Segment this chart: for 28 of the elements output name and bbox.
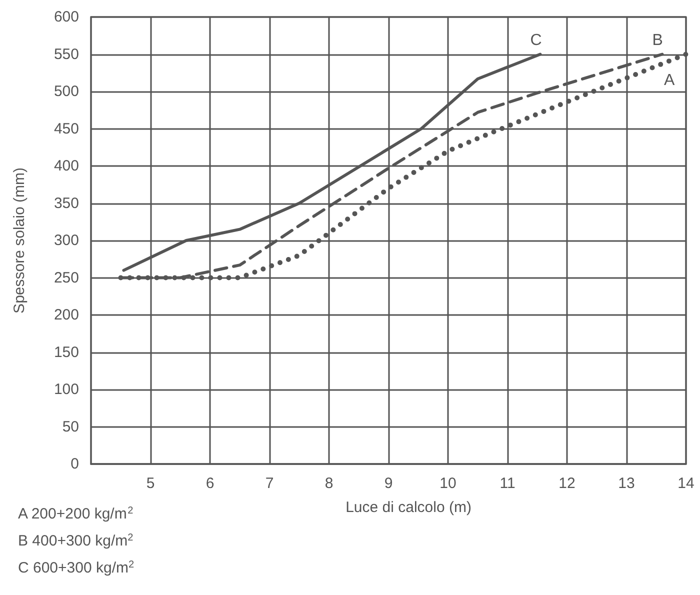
x-tick-label: 5 (146, 475, 155, 492)
y-tick-label: 400 (54, 158, 79, 174)
y-tick-label: 600 (54, 8, 79, 26)
y-tick-label: 50 (62, 418, 79, 436)
x-tick-label: 7 (265, 475, 274, 492)
x-tick-label: 11 (500, 475, 516, 492)
x-tick-label: 6 (206, 475, 214, 492)
x-tick-label: 14 (678, 475, 694, 492)
x-tick-label: 8 (324, 475, 334, 492)
y-tick-label: 0 (70, 456, 79, 472)
x-tick-label: 12 (558, 475, 576, 492)
y-tick-label: 500 (54, 83, 79, 100)
series-label: C (530, 32, 542, 49)
y-tick-label: 450 (54, 120, 79, 138)
y-tick-label: 550 (54, 46, 79, 63)
y-tick-label: 200 (54, 306, 79, 324)
y-tick-label: 100 (54, 381, 79, 398)
x-tick-label: 9 (384, 475, 393, 492)
y-axis-title: Spessore solaio (mm) (11, 168, 28, 314)
series-label: A (664, 72, 675, 89)
x-axis-title: Luce di calcolo (m) (346, 499, 472, 516)
y-tick-label: 350 (54, 194, 79, 212)
x-tick-label: 10 (440, 475, 456, 492)
y-tick-label: 300 (54, 232, 79, 249)
x-tick-label: 13 (618, 475, 635, 492)
y-tick-label: 150 (54, 344, 79, 361)
y-tick-label: 250 (54, 269, 79, 286)
series-label: B (652, 32, 663, 49)
